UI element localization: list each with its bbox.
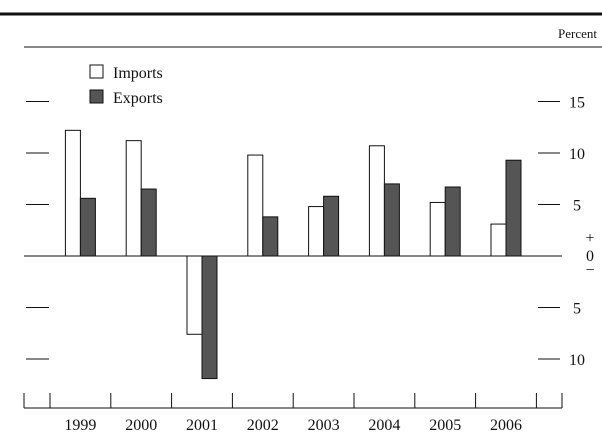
axis-layer [23, 101, 563, 409]
x-tick-label: 2000 [125, 417, 157, 434]
bar-exports-1999 [79, 197, 96, 257]
bar-exports-2002 [262, 216, 279, 257]
bar-exports-2005 [444, 186, 461, 257]
x-tick-label: 2001 [186, 417, 218, 434]
y-tick-label: 10 [569, 352, 585, 369]
zero-plus-sign: + [585, 230, 594, 247]
y-tick-label: 5 [573, 198, 581, 215]
x-tick-label: 2003 [308, 417, 340, 434]
labels-layer: 10 5 5 10 15 0+ − 1999 2000 2001 2002 2003 2004 2005 2… [64, 95, 594, 434]
legend-label-imports: Imports [113, 65, 163, 82]
bar-exports-2001 [201, 255, 218, 380]
unit-label: Percent [558, 26, 597, 41]
bar-imports-2005 [429, 201, 446, 257]
zero-minus-sign: − [585, 262, 594, 279]
x-tick-label: 2005 [429, 417, 461, 434]
x-tick-label: 2004 [368, 417, 400, 434]
y-tick-label: 15 [569, 95, 585, 112]
bar-imports-2000 [125, 140, 142, 257]
legend-swatch-imports [89, 64, 104, 79]
x-tick-label: 1999 [64, 417, 96, 434]
bar-imports-2003 [308, 206, 325, 257]
y-tick-label: 10 [569, 146, 585, 163]
y-tick-label: 5 [573, 301, 581, 318]
bar-imports-1999 [64, 129, 81, 257]
legend: Imports Exports [89, 64, 163, 107]
bar-imports-2001 [186, 255, 203, 335]
bar-exports-2004 [383, 183, 400, 257]
legend-swatch-exports [89, 89, 104, 104]
x-tick-label: 2002 [247, 417, 279, 434]
bars-layer [64, 129, 522, 380]
bar-exports-2000 [140, 188, 157, 257]
y-tick-label-zero: 0 [586, 248, 594, 265]
x-tick-label: 2006 [490, 417, 522, 434]
bar-imports-2002 [247, 154, 264, 257]
bar-imports-2004 [368, 145, 385, 257]
bar-exports-2006 [505, 159, 522, 257]
bar-exports-2003 [323, 195, 340, 257]
bar-imports-2006 [490, 223, 507, 257]
legend-label-exports: Exports [113, 90, 163, 107]
